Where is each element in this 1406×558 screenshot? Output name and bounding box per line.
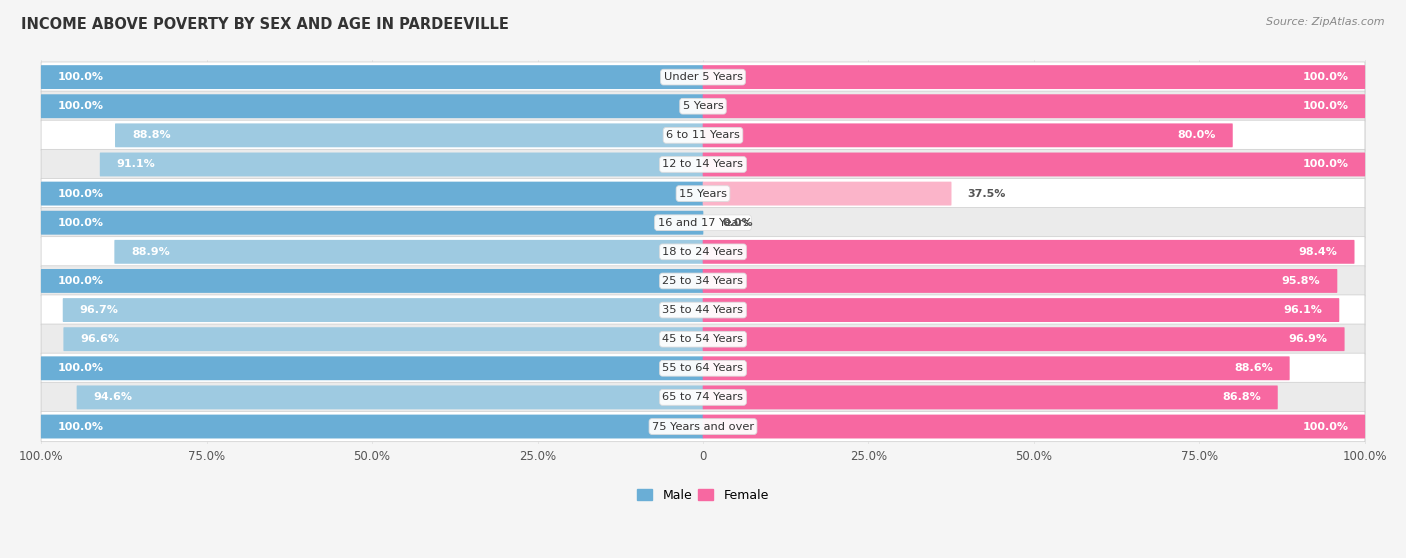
- FancyBboxPatch shape: [703, 415, 1365, 439]
- Text: 88.8%: 88.8%: [132, 131, 170, 141]
- Text: 6 to 11 Years: 6 to 11 Years: [666, 131, 740, 141]
- FancyBboxPatch shape: [703, 123, 1233, 147]
- FancyBboxPatch shape: [41, 94, 703, 118]
- FancyBboxPatch shape: [41, 353, 1365, 383]
- FancyBboxPatch shape: [703, 269, 1337, 293]
- Text: 18 to 24 Years: 18 to 24 Years: [662, 247, 744, 257]
- Text: 65 to 74 Years: 65 to 74 Years: [662, 392, 744, 402]
- FancyBboxPatch shape: [41, 357, 703, 380]
- FancyBboxPatch shape: [41, 65, 703, 89]
- FancyBboxPatch shape: [100, 152, 703, 176]
- FancyBboxPatch shape: [41, 62, 1365, 92]
- Text: 94.6%: 94.6%: [94, 392, 132, 402]
- Text: 86.8%: 86.8%: [1222, 392, 1261, 402]
- Text: 98.4%: 98.4%: [1299, 247, 1337, 257]
- Text: 100.0%: 100.0%: [1302, 72, 1348, 82]
- Text: 91.1%: 91.1%: [117, 160, 156, 170]
- Text: Under 5 Years: Under 5 Years: [664, 72, 742, 82]
- Text: 96.6%: 96.6%: [80, 334, 120, 344]
- FancyBboxPatch shape: [703, 357, 1289, 380]
- FancyBboxPatch shape: [41, 269, 703, 293]
- Text: 100.0%: 100.0%: [1302, 421, 1348, 431]
- FancyBboxPatch shape: [63, 298, 703, 322]
- Text: Source: ZipAtlas.com: Source: ZipAtlas.com: [1267, 17, 1385, 27]
- Text: 15 Years: 15 Years: [679, 189, 727, 199]
- Text: 75 Years and over: 75 Years and over: [652, 421, 754, 431]
- FancyBboxPatch shape: [703, 298, 1340, 322]
- FancyBboxPatch shape: [703, 65, 1365, 89]
- Text: 96.1%: 96.1%: [1284, 305, 1323, 315]
- FancyBboxPatch shape: [703, 152, 1365, 176]
- Legend: Male, Female: Male, Female: [633, 484, 773, 507]
- FancyBboxPatch shape: [703, 94, 1365, 118]
- Text: 0.0%: 0.0%: [723, 218, 754, 228]
- FancyBboxPatch shape: [41, 211, 703, 235]
- Text: 55 to 64 Years: 55 to 64 Years: [662, 363, 744, 373]
- FancyBboxPatch shape: [41, 237, 1365, 267]
- Text: 95.8%: 95.8%: [1282, 276, 1320, 286]
- Text: 37.5%: 37.5%: [967, 189, 1007, 199]
- Text: 12 to 14 Years: 12 to 14 Years: [662, 160, 744, 170]
- Text: 80.0%: 80.0%: [1177, 131, 1216, 141]
- Text: 16 and 17 Years: 16 and 17 Years: [658, 218, 748, 228]
- Text: INCOME ABOVE POVERTY BY SEX AND AGE IN PARDEEVILLE: INCOME ABOVE POVERTY BY SEX AND AGE IN P…: [21, 17, 509, 32]
- Text: 100.0%: 100.0%: [58, 101, 104, 111]
- Text: 88.6%: 88.6%: [1234, 363, 1272, 373]
- Text: 35 to 44 Years: 35 to 44 Years: [662, 305, 744, 315]
- Text: 100.0%: 100.0%: [1302, 101, 1348, 111]
- Text: 100.0%: 100.0%: [58, 363, 104, 373]
- Text: 100.0%: 100.0%: [58, 189, 104, 199]
- Text: 96.7%: 96.7%: [80, 305, 118, 315]
- Text: 5 Years: 5 Years: [683, 101, 723, 111]
- FancyBboxPatch shape: [41, 208, 1365, 238]
- Text: 88.9%: 88.9%: [131, 247, 170, 257]
- FancyBboxPatch shape: [115, 123, 703, 147]
- Text: 100.0%: 100.0%: [58, 218, 104, 228]
- Text: 100.0%: 100.0%: [1302, 160, 1348, 170]
- FancyBboxPatch shape: [703, 327, 1344, 351]
- FancyBboxPatch shape: [41, 324, 1365, 354]
- Text: 100.0%: 100.0%: [58, 276, 104, 286]
- Text: 96.9%: 96.9%: [1289, 334, 1327, 344]
- FancyBboxPatch shape: [41, 179, 1365, 209]
- FancyBboxPatch shape: [703, 386, 1278, 410]
- FancyBboxPatch shape: [77, 386, 703, 410]
- Text: 25 to 34 Years: 25 to 34 Years: [662, 276, 744, 286]
- FancyBboxPatch shape: [703, 182, 952, 205]
- FancyBboxPatch shape: [63, 327, 703, 351]
- Text: 100.0%: 100.0%: [58, 421, 104, 431]
- FancyBboxPatch shape: [41, 415, 703, 439]
- FancyBboxPatch shape: [114, 240, 703, 264]
- FancyBboxPatch shape: [41, 295, 1365, 325]
- Text: 100.0%: 100.0%: [58, 72, 104, 82]
- FancyBboxPatch shape: [41, 150, 1365, 180]
- FancyBboxPatch shape: [41, 120, 1365, 151]
- Text: 45 to 54 Years: 45 to 54 Years: [662, 334, 744, 344]
- FancyBboxPatch shape: [41, 91, 1365, 122]
- FancyBboxPatch shape: [41, 411, 1365, 442]
- FancyBboxPatch shape: [41, 182, 703, 205]
- FancyBboxPatch shape: [703, 240, 1354, 264]
- FancyBboxPatch shape: [41, 266, 1365, 296]
- FancyBboxPatch shape: [41, 382, 1365, 412]
